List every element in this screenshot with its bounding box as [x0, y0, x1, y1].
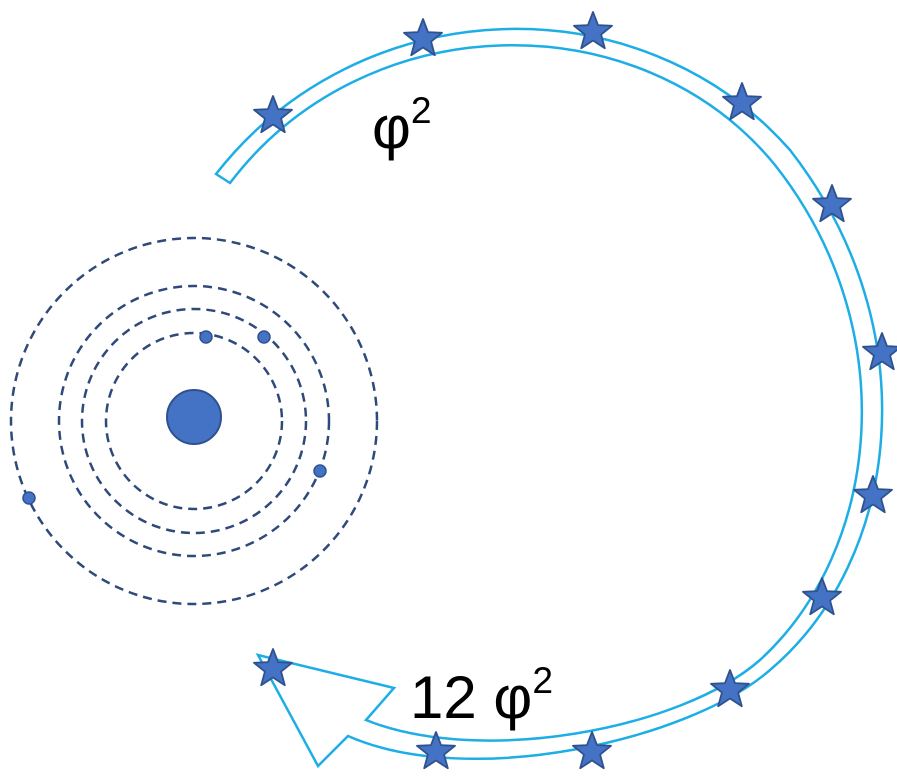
orbit-ring: [57, 284, 331, 558]
star-icon: [812, 184, 852, 223]
label-exponent: 2: [532, 658, 554, 701]
star-group: [253, 11, 897, 770]
star-icon: [722, 82, 762, 121]
phi-squared-label: φ2: [372, 91, 432, 158]
star-icon: [862, 332, 897, 371]
orbit-ring: [9, 236, 379, 606]
label-base: 12 φ: [410, 664, 533, 731]
twelve-phi-squared-label: 12 φ2: [410, 661, 553, 728]
label-exponent: 2: [410, 88, 432, 131]
electron-icon: [199, 330, 213, 344]
electron-icon: [313, 464, 327, 478]
atom-model: [9, 236, 379, 606]
star-icon: [253, 95, 293, 134]
nucleus-icon: [166, 389, 222, 445]
orbit-ring: [80, 307, 308, 535]
star-icon: [416, 731, 456, 770]
label-base: φ: [372, 94, 411, 161]
electron-icon: [257, 330, 271, 344]
star-icon: [853, 475, 893, 514]
star-icon: [802, 577, 842, 616]
star-icon: [573, 11, 613, 50]
orbit-ring: [104, 331, 284, 511]
electron-icon: [22, 491, 36, 505]
star-icon: [572, 731, 612, 770]
star-icon: [253, 648, 293, 687]
star-icon: [403, 18, 443, 57]
curved-arrow: [214, 27, 884, 769]
star-icon: [710, 669, 750, 708]
